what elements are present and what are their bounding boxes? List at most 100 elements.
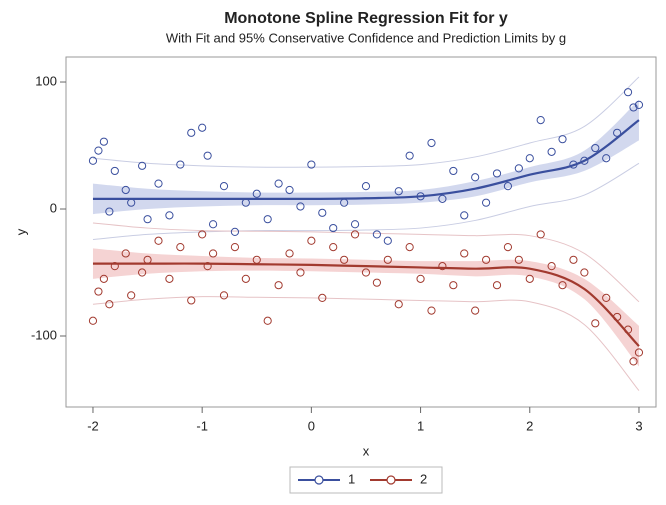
data-point	[558, 135, 567, 144]
data-point	[514, 164, 523, 173]
data-point	[274, 179, 283, 188]
data-point	[198, 123, 207, 132]
data-point	[154, 236, 163, 245]
x-tick-label: 0	[308, 418, 315, 433]
data-point	[318, 208, 327, 217]
data-point	[230, 243, 240, 252]
data-point	[383, 255, 392, 264]
data-point	[569, 255, 578, 264]
y-tick-label: -100	[31, 327, 57, 342]
data-point	[427, 306, 436, 315]
data-point	[460, 211, 469, 220]
data-point	[274, 281, 283, 290]
legend-label: 2	[420, 471, 427, 486]
data-point	[361, 268, 371, 277]
data-point	[252, 189, 261, 198]
data-point	[208, 220, 218, 229]
data-point	[492, 169, 502, 178]
prediction-limit	[92, 296, 640, 391]
data-point	[94, 146, 103, 155]
data-point	[481, 255, 491, 264]
data-point	[285, 249, 294, 258]
y-tick-label: 100	[35, 73, 57, 88]
data-point	[121, 185, 130, 195]
data-point	[99, 137, 108, 146]
data-point	[329, 243, 338, 252]
data-point	[219, 291, 229, 300]
data-point	[340, 255, 349, 264]
data-point	[307, 236, 316, 245]
data-point	[99, 274, 108, 283]
data-point	[203, 262, 212, 271]
chart-subtitle: With Fit and 95% Conservative Confidence…	[166, 30, 566, 45]
data-point	[187, 128, 196, 137]
x-tick-label: 1	[417, 418, 424, 433]
chart-title: Monotone Spline Regression Fit for y	[224, 10, 508, 27]
data-point	[241, 274, 250, 283]
data-point	[460, 249, 469, 258]
data-point	[307, 160, 316, 169]
x-tick-label: -2	[87, 418, 99, 433]
data-point	[547, 262, 556, 271]
data-point	[602, 293, 611, 303]
data-point	[350, 220, 360, 229]
data-point	[263, 316, 272, 325]
data-point	[634, 348, 644, 357]
data-point	[471, 306, 480, 315]
data-point	[623, 88, 633, 97]
data-point	[165, 211, 174, 220]
data-point	[110, 166, 119, 176]
data-point	[536, 116, 545, 125]
prediction-limit	[92, 222, 640, 303]
data-point	[602, 154, 611, 163]
data-point	[372, 230, 381, 239]
data-point	[427, 138, 436, 148]
data-point	[629, 103, 638, 112]
confidence-band	[92, 248, 639, 367]
data-point	[176, 243, 185, 252]
data-point	[383, 236, 392, 245]
data-point	[154, 179, 163, 188]
data-point	[405, 151, 414, 160]
data-point	[187, 296, 196, 305]
data-point	[580, 156, 589, 165]
data-point	[591, 143, 600, 153]
data-point	[88, 156, 98, 165]
plot-frame	[65, 56, 657, 408]
data-point	[536, 230, 545, 239]
data-point	[525, 154, 534, 163]
data-point	[198, 230, 207, 239]
data-point	[361, 182, 371, 191]
y-axis-label: y	[13, 228, 28, 235]
data-point	[318, 293, 327, 303]
data-point	[296, 202, 305, 211]
data-point	[416, 274, 425, 283]
data-point	[208, 249, 218, 258]
prediction-limit	[92, 162, 640, 240]
data-point	[285, 185, 294, 195]
legend-marker	[386, 475, 396, 485]
data-point	[203, 151, 212, 160]
data-point	[481, 198, 491, 207]
data-point	[230, 227, 240, 236]
data-point	[503, 243, 513, 252]
data-point	[629, 357, 638, 366]
data-point	[138, 161, 147, 170]
data-point	[105, 300, 114, 309]
data-point	[394, 300, 403, 309]
data-point	[329, 223, 338, 233]
data-point	[471, 173, 480, 182]
data-point	[525, 274, 534, 283]
data-point	[138, 268, 147, 277]
fit-line	[92, 119, 640, 201]
data-point	[105, 207, 114, 216]
data-point	[143, 215, 152, 224]
prediction-limit	[92, 76, 640, 168]
data-point	[121, 249, 130, 258]
legend-label: 1	[348, 471, 355, 486]
data-point	[449, 281, 458, 290]
data-point	[492, 281, 502, 290]
x-tick-label: 3	[635, 418, 642, 433]
data-point	[558, 281, 567, 290]
